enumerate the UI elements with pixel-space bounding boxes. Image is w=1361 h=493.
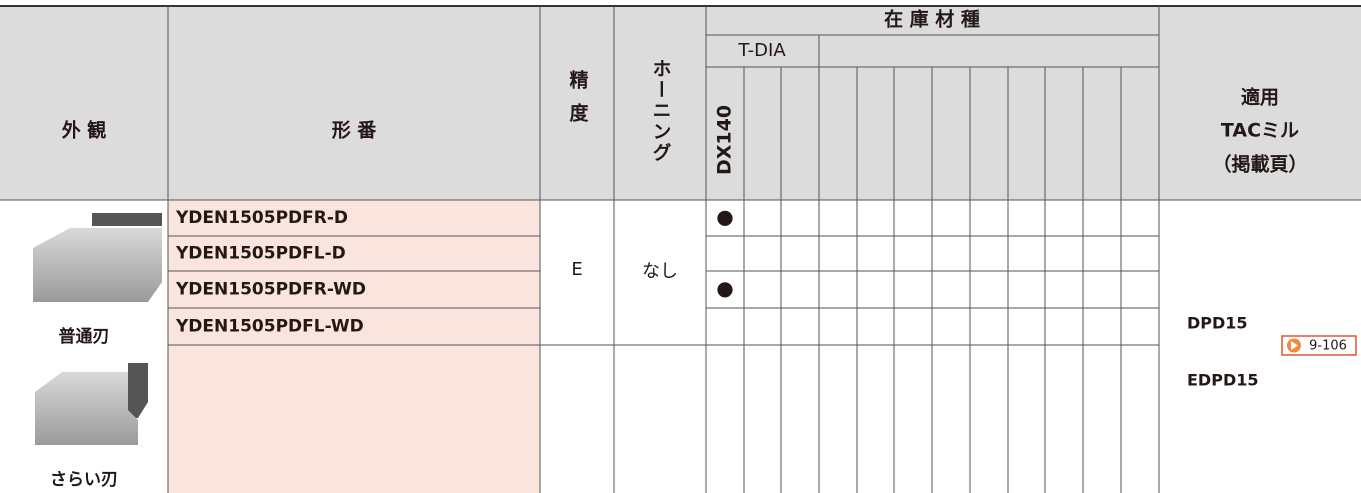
model-bg [168,200,540,493]
header-cell: 在 庫 材 種 [884,8,980,31]
header-cell: TACミル [1221,120,1299,142]
mill-name: EDPD15 [1187,371,1258,390]
header-bg [0,6,1361,200]
precision: E [571,259,582,280]
header-cell: DX140 [714,105,736,175]
stock-mark: ● [716,276,733,300]
stock-mark: ● [716,205,733,229]
part-number: YDEN1505PDFL-WD [175,317,364,337]
page-ref: 9-106 [1309,339,1347,354]
part-number: YDEN1505PDFL-D [175,244,346,264]
header-cell: T-DIA [737,40,786,61]
header-cell: 適用 [1241,86,1279,109]
header-cell: ホーニング [650,59,672,164]
part-number: YDEN1505PDFR-D [175,208,348,228]
group-label: 普通刃 [59,326,110,347]
part-number: YDEN1505PDFR-WD [175,280,366,300]
group-label: さらい刃 [50,470,118,490]
honing: なし [642,261,678,282]
insert-image [33,213,162,302]
header-cell: （掲載頁） [1212,153,1307,176]
mill-name: DPD15 [1187,314,1248,333]
header-cell: 形 番 [332,120,378,142]
header-cell: 精度 [567,69,589,136]
header-cell: 外 観 [62,119,107,142]
insert-image [35,363,148,445]
page-badge [1281,335,1357,356]
